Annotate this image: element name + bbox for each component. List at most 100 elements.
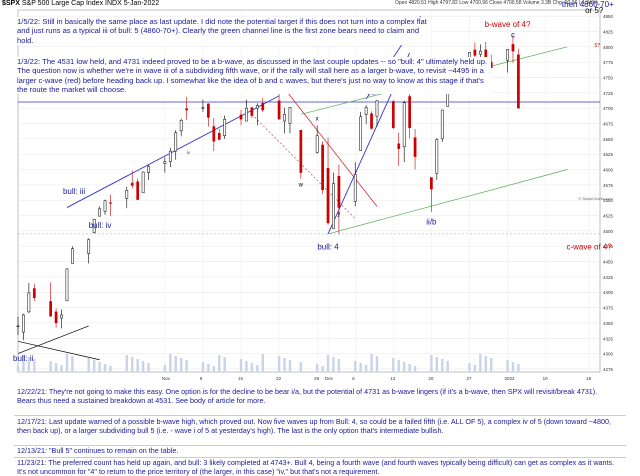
candle-body [87,239,91,254]
candle-body [370,113,373,129]
notes-panel: 12/22/21: They're not going to make this… [0,384,640,476]
candle-body [98,208,101,217]
candle-body [375,100,379,117]
volume-bar [87,358,90,372]
wave-label-five_q: 5? [594,43,600,49]
x-tick-label: 22 [276,376,282,381]
x-tick-label: 27 [466,376,472,381]
candle-body [511,44,515,52]
volume-bar [223,357,226,372]
volume-bar [397,360,400,372]
candle-body [408,96,411,129]
volume-bar [337,359,341,372]
candle-body [478,50,482,55]
volume-bar [299,362,303,372]
note-divider [14,457,626,458]
y-tick-label: 4800 [603,45,614,50]
volume-bar [16,366,20,372]
volume-bar [392,358,395,372]
volume-bar [22,355,25,372]
volume-bar [212,366,216,372]
annotation-1-3-22: 1/3/22: The 4531 low held, and 4731 inde… [17,57,491,95]
symbol: $SPX [2,0,20,7]
candle-body [277,100,281,120]
candle-body [54,311,58,324]
note-divider [14,445,626,446]
x-tick-label: 2022 [505,376,516,381]
volume-bar [33,359,36,372]
candle-body [49,301,52,317]
candle-body [92,218,96,233]
gridlines [17,9,601,373]
candle-body [130,182,134,186]
y-tick-label: 4400 [603,290,614,295]
note-divider [14,415,626,416]
volume-bar [446,361,449,372]
candles [16,35,520,341]
candle-body [250,107,254,116]
wave-label-c_small: c [511,31,515,40]
y-tick-label: 4775 [603,60,614,65]
y-tick-label: 4700 [603,106,614,111]
volume-bar [332,357,335,372]
volume-bar [169,354,172,372]
volume-bar [27,357,31,372]
candle-body [440,109,444,140]
volume-bar [239,359,243,372]
volume-bar [218,355,221,372]
candle-body [65,268,69,302]
green-channel-lower [327,169,568,235]
volume-bar [430,355,433,372]
axis-ticks: 4850 4825 4800 4775 4750 4725 4700 4675 4650 4625… [162,14,614,381]
volume-bar [147,363,150,372]
wave-label-watermark: © StockCharts.com [578,196,613,201]
candle-body [430,177,433,190]
candle-body [168,150,172,162]
volume-bar [370,354,373,372]
y-tick-label: 4575 [603,183,614,188]
candle-body [239,114,243,120]
candle-body [506,49,509,61]
candle-body [283,114,286,122]
candle-body [163,161,167,164]
candle-body [141,171,145,194]
x-tick-label: 13 [390,376,396,381]
y-tick-label: 4500 [603,229,614,234]
candle-body [446,92,450,107]
candle-body [397,143,401,149]
x-tick-label: 29 [314,376,320,381]
y-tick-label: 4425 [603,275,614,280]
volume-bar [179,358,183,372]
candle-body [245,107,248,122]
candle-body [174,132,178,152]
x-tick-label: 18 [586,376,592,381]
x-tick-label: 8 [200,376,203,381]
volume-bar [490,358,493,372]
x-tick-label: Dec [325,376,334,381]
wave-label-bull_4: bull: 4 [317,242,339,251]
candle-body [413,137,417,157]
volume-bar [125,355,128,372]
candle-body [435,139,439,174]
wave-label-iv_small: iv [187,150,191,155]
volume-bar [326,355,330,372]
candle-body [109,202,112,204]
volume-bar [479,354,482,372]
volume-bar [103,364,107,372]
candle-body [364,107,368,115]
candle-body [147,166,150,173]
volume-bar [98,362,101,372]
candle-body [353,174,357,202]
candle-body [22,314,25,333]
note-11-23-21: 11/23/21: The preferred count has held u… [17,458,615,476]
candle-body [315,135,319,153]
y-tick-label: 4450 [603,260,614,265]
y-tick-label: 4825 [603,29,614,34]
volume-bar [435,357,439,372]
candle-body [402,102,406,148]
volume-bar [163,365,167,372]
candle-body [299,130,303,173]
volume-bar [256,365,259,372]
candle-body [473,49,477,56]
y-tick-label: 4600 [603,168,614,173]
